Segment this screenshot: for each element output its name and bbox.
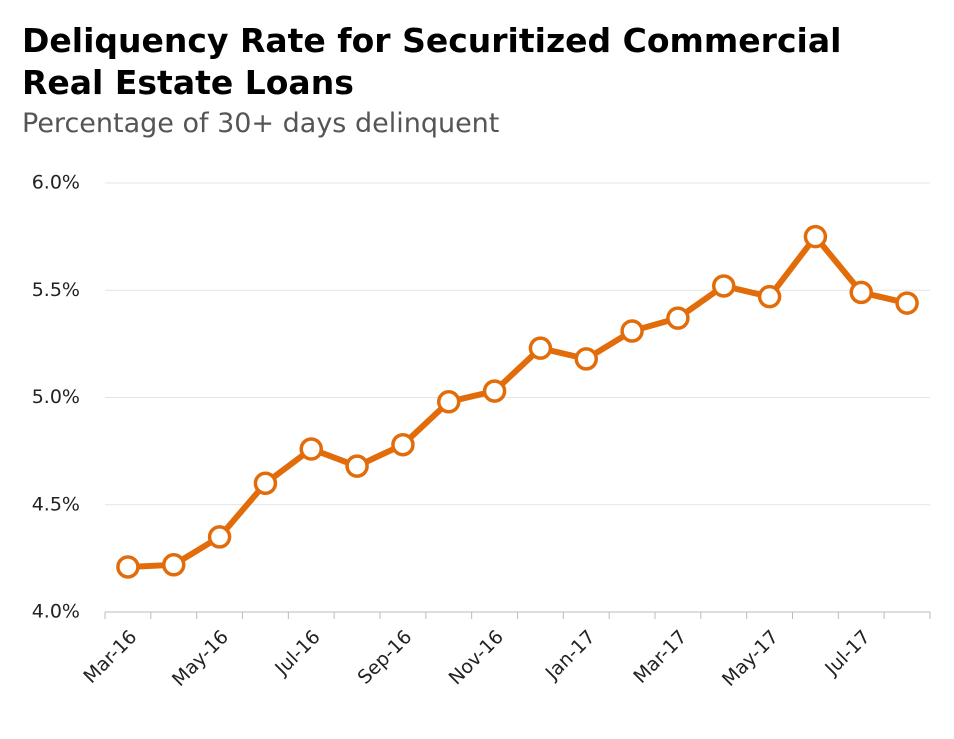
- x-tick-label: Mar-16: [79, 626, 141, 688]
- marker: [437, 390, 461, 414]
- x-tick-label: May-16: [168, 626, 233, 691]
- chart-subtitle: Percentage of 30+ days delinquent: [22, 108, 500, 139]
- y-tick-label: 4.0%: [32, 601, 80, 623]
- marker: [895, 291, 919, 315]
- marker: [849, 280, 873, 305]
- y-tick-label: 5.0%: [32, 386, 80, 408]
- marker: [712, 274, 736, 298]
- y-tick-label: 6.0%: [32, 172, 80, 194]
- x-tick-label: May-17: [718, 626, 783, 691]
- chart-title: Deliquency Rate for Securitized Commerci…: [22, 21, 842, 102]
- marker: [482, 379, 507, 403]
- marker: [620, 319, 644, 343]
- marker: [803, 224, 828, 249]
- marker: [757, 284, 782, 309]
- marker: [528, 336, 553, 360]
- marker: [116, 555, 140, 579]
- marker: [162, 553, 186, 577]
- marker: [345, 454, 369, 478]
- line: [127, 233, 908, 570]
- y-tick-label: 5.5%: [32, 279, 80, 301]
- x-tick-label: Jul-17: [820, 626, 874, 680]
- marker: [207, 525, 232, 549]
- x-tick-label: Nov-16: [445, 626, 508, 689]
- marker: [666, 306, 690, 330]
- x-tick-label: Sep-16: [354, 626, 417, 689]
- marker: [574, 347, 598, 371]
- x-tick-label: Mar-17: [629, 626, 691, 688]
- x-tick-label: Jan-17: [541, 626, 600, 685]
- marker: [253, 471, 278, 496]
- x-tick-label: Jul-16: [270, 626, 324, 680]
- marker: [299, 437, 323, 461]
- y-tick-label: 4.5%: [32, 493, 80, 515]
- marker: [391, 432, 415, 457]
